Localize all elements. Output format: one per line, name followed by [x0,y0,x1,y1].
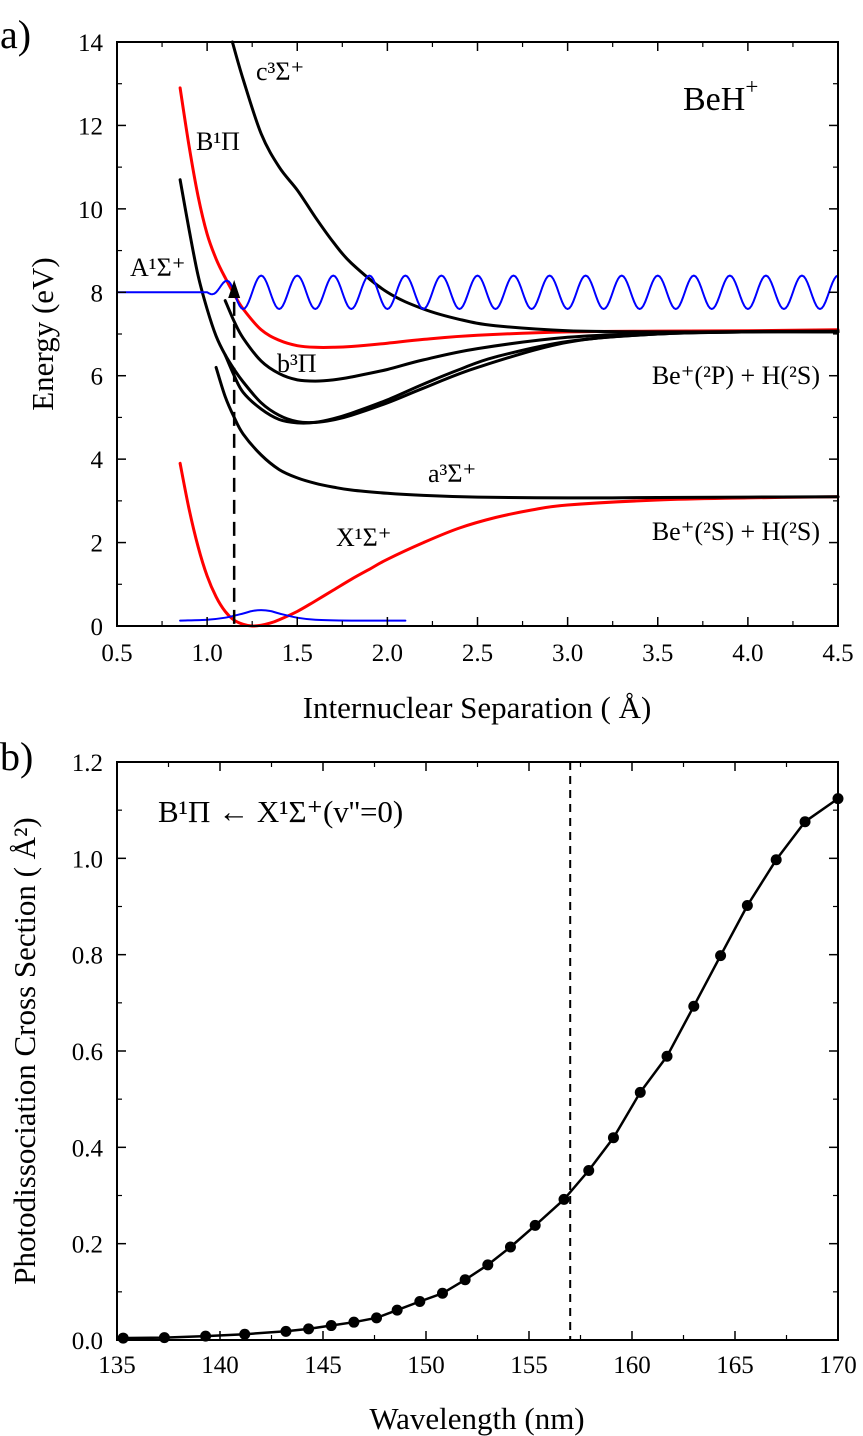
panel-a-x-tick-label: 3.0 [552,640,583,667]
panel-b-label: b) [0,734,33,779]
panel-b-x-tick-label: 160 [613,1352,651,1379]
panel-b-title: B¹Π ← X¹Σ⁺(v''=0) [158,794,403,829]
panel-b-x-tick-label: 155 [510,1352,548,1379]
panel-b-y-tick-label: 0.8 [72,943,103,970]
panel-b-y-tick-label: 0.0 [72,1328,103,1355]
state-label-X1Sigma: X¹Σ⁺ [336,523,391,552]
panel-b-data-point [414,1295,426,1307]
panel-b-data-point [634,1086,646,1098]
panel-a-energy-curves: a) 0.5 1.0 1.5 2.0 2.5 3.0 3.5 4.0 4.5 0 2 4 6 8 10 12 1… [0,12,854,725]
panel-b-data-point [661,1050,673,1062]
panel-b-data-point [558,1193,570,1205]
panel-b-x-tick-label: 145 [304,1352,342,1379]
panel-b-y-axis-label: Photodissociation Cross Section ( Å²) [7,817,42,1284]
panel-b-data-point [504,1241,516,1253]
asymptote-label-upper: Be⁺(²P) + H(²S) [652,361,820,390]
panel-a-y-tick-label: 14 [78,30,104,57]
panel-b-data-point [325,1320,337,1332]
panel-a-ticks: 0.5 1.0 1.5 2.0 2.5 3.0 3.5 4.0 4.5 0 2 4 6 8 10 12 14 [78,30,854,667]
excitation-arrowhead [228,279,241,298]
panel-a-x-tick-label: 1.5 [282,640,313,667]
molecule-label: BeH+ [683,74,758,118]
panel-b-data-point [459,1274,471,1286]
asymptote-label-lower: Be⁺(²S) + H(²S) [652,517,820,546]
panel-b-data-point [371,1312,383,1324]
panel-a-curve-6 [230,40,840,334]
state-label-B1Pi: B¹Π [196,127,240,156]
panel-a-x-tick-label: 2.0 [372,640,403,667]
panel-a-curve-1 [214,365,840,500]
panel-b-data-point [239,1328,251,1340]
panel-b-data-point [436,1287,448,1299]
panel-a-y-tick-label: 6 [91,364,104,391]
panel-b-y-tick-label: 0.2 [72,1232,103,1259]
panel-b-data-point [715,950,727,962]
panel-b-data-point [799,816,811,828]
panel-b-y-tick-label: 0.4 [72,1135,104,1162]
panel-b-data-point [117,1332,129,1344]
panel-a-frame [116,41,839,627]
panel-b-y-tick-label: 1.2 [72,750,103,777]
panel-a-label: a) [0,12,31,57]
panel-b-data-point [607,1132,619,1144]
panel-a-curve-0 [178,461,840,628]
panel-a-y-tick-label: 2 [91,531,104,558]
panel-b-data-point [529,1219,541,1231]
panel-b-x-tick-label: 170 [819,1352,857,1379]
panel-a-series [116,40,840,628]
panel-a-x-tick-label: 1.0 [192,640,223,667]
panel-a-x-tick-label: 4.5 [822,640,853,667]
panel-a-x-tick-label: 4.0 [732,640,763,667]
panel-b-frame [116,761,839,1341]
panel-a-y-tick-label: 12 [78,113,103,140]
panel-a-curve-7 [179,609,407,622]
panel-b-data-point [583,1164,595,1176]
panel-b-data-point [770,854,782,866]
panel-a-y-tick-label: 8 [91,280,104,307]
panel-b-cross-section: b) 135 140 145 150 155 160 165 170 0.0 0.2 0.4 0.6 0… [0,734,857,1436]
panel-a-curve-4 [178,178,840,425]
panel-b-data-point [303,1323,315,1335]
state-label-a3Sigma: a³Σ⁺ [428,459,476,488]
panel-b-x-tick-label: 135 [98,1352,136,1379]
panel-b-y-tick-label: 0.6 [72,1039,103,1066]
panel-b-data-point [348,1316,360,1328]
panel-a-y-tick-label: 4 [91,447,104,474]
state-label-A1Sigma: A¹Σ⁺ [130,253,185,282]
panel-b-series-line [123,797,839,1340]
panel-a-y-tick-label: 0 [91,614,104,641]
panel-b-data-point [200,1330,212,1342]
panel-b-x-tick-label: 165 [716,1352,754,1379]
panel-a-y-tick-label: 10 [78,197,103,224]
state-label-b3Pi: b³Π [277,349,317,378]
panel-b-data-point [391,1304,403,1316]
panel-b-y-tick-label: 1.0 [72,846,103,873]
panel-a-x-tick-label: 2.5 [462,640,493,667]
panel-a-x-tick-label: 0.5 [101,640,132,667]
panel-b-data-point [280,1325,292,1337]
state-label-c3Sigma: c³Σ⁺ [256,57,304,86]
panel-b-data-point [482,1259,494,1271]
panel-a-x-tick-label: 3.5 [642,640,673,667]
panel-b-x-axis-label: Wavelength (nm) [369,1401,584,1436]
panel-b-data-point [688,1000,700,1012]
panel-b-x-tick-label: 150 [407,1352,445,1379]
panel-b-series [117,793,844,1344]
panel-a-curve-8 [116,274,839,310]
panel-b-data-point [741,900,753,912]
panel-a-x-axis-label: Internuclear Separation ( Å) [303,690,652,725]
panel-a-y-axis-label: Energy (eV) [25,257,60,411]
panel-b-x-tick-label: 140 [201,1352,239,1379]
